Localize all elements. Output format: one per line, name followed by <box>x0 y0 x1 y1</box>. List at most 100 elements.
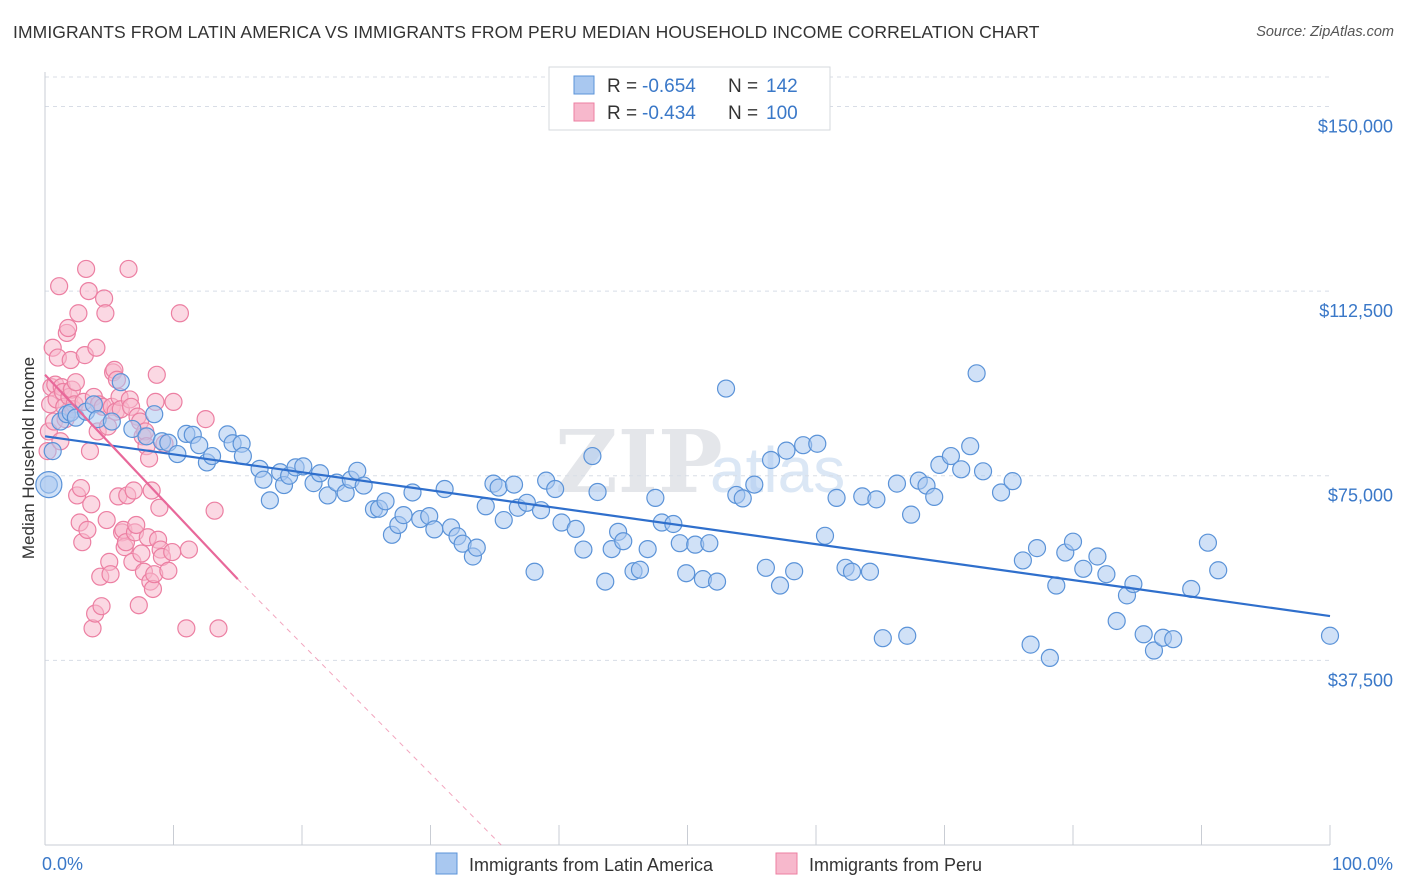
legend: R = -0.654 N = 142 R = -0.434 N = 100 <box>548 66 831 131</box>
latin-america-point <box>318 486 337 505</box>
legend-swatch <box>573 102 595 122</box>
legend-n-value: 100 <box>766 103 798 124</box>
bottom-legend-swatch <box>435 852 458 875</box>
latin-america-point <box>566 519 585 539</box>
latin-america-point <box>1063 532 1083 551</box>
peru-point <box>79 281 98 301</box>
latin-america-point <box>777 441 796 460</box>
latin-america-point <box>808 434 827 453</box>
peru-point <box>50 277 69 296</box>
legend-r-value: -0.434 <box>642 103 696 124</box>
y-tick-label: $37,500 <box>1328 670 1393 690</box>
latin-america-point <box>670 534 689 553</box>
legend-r-label: R = <box>607 103 637 124</box>
latin-america-point <box>842 562 862 581</box>
latin-america-point <box>614 532 633 551</box>
peru-point <box>78 520 97 539</box>
peru-point <box>209 619 228 638</box>
latin-america-point <box>1164 630 1183 649</box>
latin-america-point <box>1040 648 1059 668</box>
latin-america-point <box>1088 547 1107 566</box>
latin-america-point <box>525 562 544 581</box>
peru-point <box>170 304 190 323</box>
peru-point <box>66 373 85 392</box>
peru-point <box>83 619 102 638</box>
y-tick-labels: $37,500 $75,000 $112,500 $150,000 <box>1318 116 1393 690</box>
peru-point <box>196 410 215 429</box>
latin-america-point <box>1013 551 1032 570</box>
latin-america-point <box>925 487 944 507</box>
latin-america-point <box>394 506 413 525</box>
peru-point <box>159 561 178 580</box>
peru-point <box>96 304 115 323</box>
latin-america-point <box>1209 561 1228 580</box>
chart-title: IMMIGRANTS FROM LATIN AMERICA VS IMMIGRA… <box>13 22 1040 42</box>
legend-n-label: N = <box>728 76 758 97</box>
latin-america-point <box>867 490 886 509</box>
peru-point <box>150 498 169 517</box>
latin-america-point <box>873 629 892 648</box>
latin-america-point <box>952 460 971 479</box>
latin-america-point <box>435 479 454 499</box>
latin-america-point <box>233 446 252 466</box>
trendlines <box>44 374 1331 846</box>
latin-america-point <box>1144 641 1164 660</box>
latin-america-point <box>123 419 142 439</box>
latin-america-point <box>190 436 209 455</box>
latin-america-point <box>1107 611 1126 631</box>
latin-america-point <box>961 437 980 456</box>
latin-america-point <box>967 364 986 383</box>
latin-america-point <box>761 450 781 470</box>
latin-america-point <box>583 446 602 466</box>
peru-point <box>101 565 120 584</box>
peru-point <box>71 478 91 498</box>
legend-r-label: R = <box>607 76 637 97</box>
latin-america-point <box>887 474 907 493</box>
latin-america-point <box>425 520 444 539</box>
latin-america-point <box>35 470 63 499</box>
peru-point <box>177 619 196 638</box>
latin-america-point <box>707 572 727 591</box>
latin-america-point <box>1320 626 1340 645</box>
latin-america-point <box>716 379 736 398</box>
x-tick-labels: 0.0% 100.0% <box>42 854 1393 874</box>
latin-america-point <box>596 572 615 591</box>
latin-america-point <box>494 510 513 530</box>
latin-america-point <box>827 488 846 507</box>
latin-america-point <box>1021 635 1040 654</box>
latin-america-point <box>756 558 775 577</box>
peru-point <box>142 481 161 500</box>
latin-america-point <box>941 446 961 466</box>
latin-america-point <box>1134 625 1153 644</box>
peru-point <box>132 544 151 563</box>
peru-point <box>92 597 111 616</box>
peru-point <box>205 501 224 520</box>
trendline-latin-america <box>44 435 1331 618</box>
latin-america-point <box>145 405 164 424</box>
latin-america-point <box>770 576 790 595</box>
latin-america-point <box>973 462 993 481</box>
latin-america-point <box>260 491 279 510</box>
latin-america-point <box>860 562 880 581</box>
x-tick-label: 0.0% <box>42 854 83 874</box>
latin-america-point <box>546 479 565 499</box>
latin-america-point <box>733 489 752 508</box>
latin-america-point <box>815 526 835 545</box>
y-tick-label: $75,000 <box>1328 486 1393 506</box>
peru-point <box>80 442 100 461</box>
peru-point <box>87 338 106 357</box>
peru-point <box>147 365 166 384</box>
latin-america-point <box>630 560 650 579</box>
bottom-legend: Immigrants from Latin America Immigrants … <box>435 852 982 875</box>
peru-point <box>119 259 138 279</box>
latin-america-point <box>574 540 593 559</box>
latin-america-point <box>504 475 524 494</box>
y-axis-title: Median Household Income <box>19 357 38 559</box>
legend-n-label: N = <box>728 103 758 124</box>
latin-america-point <box>588 482 607 502</box>
latin-america-point <box>677 564 696 583</box>
latin-america-point <box>700 534 719 553</box>
latin-america-point <box>901 505 921 524</box>
peru-point <box>179 540 199 559</box>
peru-point <box>59 318 78 338</box>
